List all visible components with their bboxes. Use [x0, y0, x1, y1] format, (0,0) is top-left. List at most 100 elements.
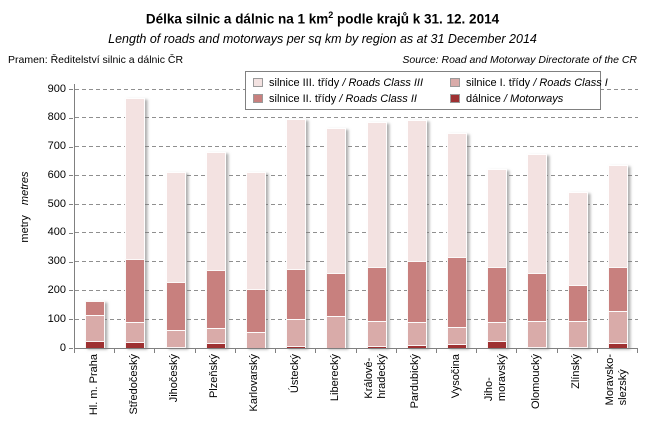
bar-10 [447, 133, 468, 348]
bar-segment-class1 [286, 318, 307, 346]
bar-segment-class3 [447, 133, 468, 258]
legend-item: dálnice / Motorways [450, 91, 608, 107]
legend-swatch-motorways [450, 94, 460, 103]
x-axis-label: Jiho- moravský [483, 354, 509, 402]
y-axis-tick [69, 175, 73, 177]
bar-segment-class3 [125, 97, 146, 260]
chart-subtitle: Length of roads and motorways per sq km … [108, 32, 537, 46]
bar-segment-class3 [527, 154, 548, 273]
bar-segment-motorways [567, 346, 588, 348]
y-axis-tick-label: 200 [47, 283, 66, 296]
x-axis-label: Zlínský [570, 354, 583, 389]
bar-segment-class3 [366, 122, 387, 268]
bar-segment-motorways [85, 341, 106, 348]
gridline [75, 232, 638, 234]
bar-11 [487, 169, 508, 348]
legend-label-en: / Roads Class I [530, 76, 608, 89]
x-axis-label: Plzeňský [208, 354, 221, 399]
bar-5 [245, 171, 266, 348]
x-axis-label: Jihočeský [168, 354, 181, 403]
bar-segment-motorways [286, 345, 307, 348]
bar-6 [286, 119, 307, 348]
x-label-slot: Králové- hradecký [356, 354, 396, 444]
x-axis-label: Ústecký [288, 354, 301, 394]
bar-8 [366, 122, 387, 348]
x-axis-label: Středočeský [127, 354, 140, 415]
legend-label-cz: dálnice [466, 92, 501, 105]
bar-segment-class1 [487, 322, 508, 342]
chart-title-suffix: podle krajů k 31. 12. 2014 [333, 11, 500, 27]
source-label: Source: Road and Motorway Directorate of… [402, 54, 637, 66]
x-label-slot: Olomoucký [516, 354, 556, 444]
bar-segment-class3 [326, 128, 347, 274]
bar-12 [527, 154, 548, 348]
bar-14 [607, 165, 628, 348]
bar-segment-class1 [85, 315, 106, 342]
x-axis-label: Vysočina [449, 354, 462, 399]
y-axis-tick-label: 900 [47, 82, 66, 95]
x-label-slot: Zlínský [557, 354, 597, 444]
x-label-slot: Středočeský [114, 354, 154, 444]
y-axis-title: metry metres [19, 161, 33, 253]
bar-segment-class3 [607, 165, 628, 267]
bar-segment-class2 [326, 273, 347, 316]
y-axis-tick-label: 600 [47, 168, 66, 181]
y-axis-tick [69, 319, 73, 321]
bar-segment-class1 [165, 329, 186, 347]
legend-label-en: / Motorways [500, 92, 564, 105]
y-axis-tick [69, 261, 73, 263]
x-axis-label: Karlovarský [248, 354, 261, 412]
x-axis-label: Moravsko- slezský [603, 354, 629, 406]
bar-7 [326, 128, 347, 348]
legend-label: silnice I. třídy / Roads Class I [466, 77, 608, 89]
bar-segment-class2 [567, 285, 588, 321]
bar-1 [85, 300, 106, 348]
bar-segment-class2 [607, 266, 628, 311]
legend-label-en: / Roads Class III [339, 76, 424, 89]
x-label-slot: Plzeňský [195, 354, 235, 444]
x-axis-tick [395, 348, 397, 353]
legend-swatch-class2 [253, 94, 263, 103]
x-axis-tick [315, 348, 317, 353]
y-axis-tick-label: 100 [47, 312, 66, 325]
chart-title-prefix: Délka silnic a dálnic na 1 km [145, 11, 329, 27]
x-label-slot: Pardubický [396, 354, 436, 444]
bar-segment-class3 [286, 119, 307, 269]
gridline [75, 203, 638, 205]
bar-segment-class1 [527, 320, 548, 347]
bar-segment-motorways [607, 343, 628, 348]
x-axis-tick [74, 348, 75, 353]
bar-segment-motorways [125, 342, 146, 348]
y-axis-tick [69, 232, 73, 234]
chart-title-superscript: 2 [328, 10, 334, 20]
bar-segment-class3 [567, 192, 588, 285]
bar-segment-class2 [447, 257, 468, 327]
x-label-slot: Karlovarský [235, 354, 275, 444]
gridline [75, 289, 638, 291]
legend-item: silnice I. třídy / Roads Class I [450, 75, 608, 91]
bar-segment-class2 [205, 270, 226, 328]
x-axis-label: Hl. m. Praha [87, 354, 100, 416]
bar-2 [125, 97, 146, 348]
x-label-slot: Ústecký [275, 354, 315, 444]
y-axis-title-cz: metry [19, 215, 31, 243]
legend-label-cz: silnice III. třídy [269, 76, 340, 89]
bar-segment-class1 [366, 320, 387, 346]
y-axis-tick-label: 300 [47, 255, 66, 268]
bar-segment-class2 [366, 267, 387, 321]
x-axis-tick [637, 348, 638, 353]
y-axis-tick-label: 500 [47, 197, 66, 210]
x-axis-tick [114, 348, 116, 353]
y-axis-title-en: metres [19, 171, 31, 206]
plot-area [74, 84, 638, 349]
y-axis-tick-label: 700 [47, 140, 66, 153]
bar-segment-class1 [326, 315, 347, 348]
x-axis-label: Králové- hradecký [362, 354, 388, 399]
gridline [75, 117, 638, 119]
bar-segment-motorways [487, 341, 508, 348]
x-axis-label: Pardubický [409, 354, 422, 409]
y-axis-tick [69, 290, 73, 292]
y-axis-tick-label: 400 [47, 226, 66, 239]
legend-label: silnice III. třídy / Roads Class III [269, 77, 423, 89]
y-axis-tick [69, 89, 73, 90]
